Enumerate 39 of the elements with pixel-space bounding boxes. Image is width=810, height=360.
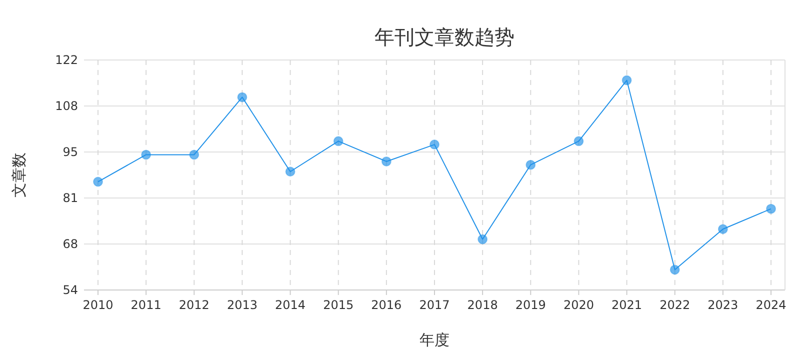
- x-tick-label: 2015: [323, 298, 354, 312]
- y-tick-label: 95: [62, 145, 78, 159]
- x-tick-label: 2024: [756, 298, 786, 312]
- point: [478, 234, 488, 244]
- y-tick-label: 54: [62, 283, 78, 297]
- x-tick-label: 2017: [419, 298, 450, 312]
- x-tick-label: 2013: [226, 298, 258, 312]
- point: [622, 75, 632, 86]
- point: [189, 150, 200, 160]
- y-tick-label: 122: [55, 53, 78, 67]
- x-tick-label: 2016: [371, 298, 402, 312]
- point: [237, 92, 248, 102]
- y-axis-title: 文章数: [10, 152, 28, 198]
- point: [430, 140, 440, 150]
- y-tick-label: 68: [62, 237, 78, 251]
- point: [526, 160, 536, 170]
- chart-title: 年刊文章数趋势: [374, 25, 514, 49]
- y-tick-label: 108: [55, 99, 78, 113]
- x-tick-label: 2022: [660, 298, 690, 312]
- x-tick-label: 2010: [82, 298, 114, 312]
- point: [718, 224, 728, 234]
- x-tick-label: 2020: [563, 298, 594, 312]
- point: [670, 264, 680, 275]
- x-axis-title: 年度: [420, 331, 450, 349]
- point: [766, 204, 776, 214]
- x-tick-label: 2021: [612, 298, 642, 312]
- point: [285, 166, 296, 177]
- point: [93, 176, 103, 187]
- x-tick-label: 2011: [130, 298, 162, 312]
- point: [574, 136, 584, 146]
- x-tick-label: 2014: [275, 298, 306, 312]
- point: [381, 156, 392, 166]
- point: [141, 150, 152, 160]
- x-tick-label: 2023: [708, 298, 738, 312]
- y-tick-label: 81: [62, 191, 78, 205]
- point: [333, 136, 344, 146]
- x-tick-label: 2019: [515, 298, 546, 312]
- x-tick-label: 2018: [467, 298, 498, 312]
- x-tick-label: 2012: [178, 298, 210, 312]
